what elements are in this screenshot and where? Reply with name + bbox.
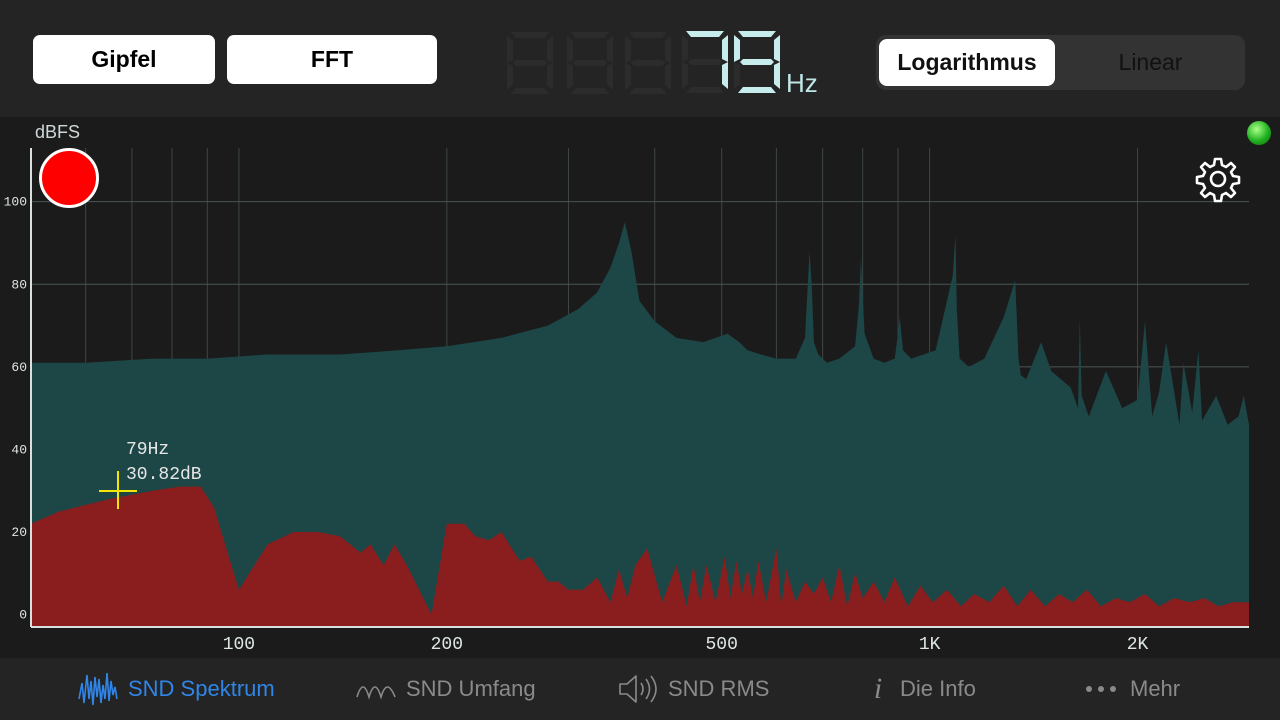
frequency-value: 79 bbox=[680, 26, 682, 27]
y-tick-label: 80 bbox=[11, 277, 27, 292]
top-toolbar: Gipfel FFT 79 Hz Logarithmus Linear bbox=[0, 0, 1280, 117]
tab-more[interactable]: Mehr bbox=[1084, 658, 1180, 720]
x-axis-labels: 100 200 500 1K 2K bbox=[223, 635, 1149, 655]
tab-label: SND Umfang bbox=[406, 676, 536, 701]
tab-label: SND RMS bbox=[668, 676, 770, 701]
y-unit-label: dBFS bbox=[35, 122, 81, 142]
digit-ghost bbox=[623, 30, 687, 98]
tab-info[interactable]: i Die Info bbox=[866, 658, 976, 720]
scale-toggle: Logarithmus Linear bbox=[876, 35, 1245, 90]
axes bbox=[30, 148, 1249, 628]
y-axis-labels: 100 80 60 40 20 0 bbox=[4, 195, 27, 623]
x-tick-label: 2K bbox=[1127, 635, 1149, 655]
speaker-icon bbox=[618, 673, 658, 705]
y-tick-label: 60 bbox=[11, 360, 27, 375]
tab-snd-rms[interactable]: SND RMS bbox=[618, 658, 769, 720]
tab-snd-spectrum[interactable]: SND Spektrum bbox=[78, 658, 275, 720]
settings-gear-icon[interactable] bbox=[1194, 155, 1242, 203]
spectrum-area bbox=[31, 486, 1249, 627]
waveform-icon bbox=[78, 669, 118, 709]
envelope-wave-icon bbox=[356, 677, 396, 701]
x-tick-label: 100 bbox=[223, 635, 255, 655]
x-tick-label: 200 bbox=[431, 635, 463, 655]
fft-button[interactable]: FFT bbox=[227, 35, 437, 84]
y-tick-label: 20 bbox=[11, 525, 27, 540]
marker-crosshair[interactable] bbox=[99, 471, 137, 509]
more-dots-icon bbox=[1084, 684, 1120, 694]
peak-hold-area bbox=[31, 222, 1249, 628]
x-tick-label: 500 bbox=[705, 635, 737, 655]
log-scale-option[interactable]: Logarithmus bbox=[879, 39, 1055, 86]
marker-level: 30.82dB bbox=[126, 465, 202, 485]
tab-label: SND Spektrum bbox=[128, 676, 275, 701]
frequency-digits: 79 bbox=[680, 26, 780, 93]
tab-label: Die Info bbox=[900, 676, 976, 701]
y-tick-label: 40 bbox=[11, 442, 27, 457]
record-button[interactable] bbox=[39, 148, 99, 208]
tab-snd-range[interactable]: SND Umfang bbox=[356, 658, 536, 720]
x-tick-label: 1K bbox=[919, 635, 941, 655]
info-icon: i bbox=[873, 672, 883, 705]
frequency-unit: Hz bbox=[786, 68, 818, 98]
status-led bbox=[1247, 121, 1271, 145]
bottom-tab-bar: SND Spektrum SND Umfang SND RMS i Die In… bbox=[0, 658, 1280, 720]
linear-scale-option[interactable]: Linear bbox=[1118, 49, 1183, 75]
tab-label: Mehr bbox=[1130, 676, 1181, 701]
digit-ghost bbox=[505, 30, 569, 98]
digit-ghost bbox=[565, 30, 629, 98]
y-tick-label: 100 bbox=[4, 195, 27, 210]
y-tick-label: 0 bbox=[19, 608, 27, 623]
peak-button[interactable]: Gipfel bbox=[33, 35, 215, 84]
marker-frequency: 79Hz bbox=[126, 440, 169, 460]
